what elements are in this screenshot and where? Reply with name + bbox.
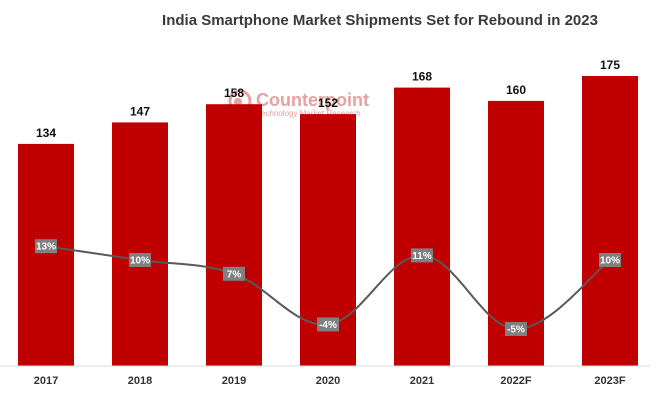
bar-value-labels: 134 147 158 152 168 160 175 [36,58,620,140]
bar-value-label-2021: 168 [412,70,432,84]
watermark-name: Counterpoint [256,90,369,110]
bar-value-label-2018: 147 [130,104,150,118]
watermark-tagline: Technology Market Research [257,109,361,118]
growth-badge-bg [35,239,57,254]
chart-title: India Smartphone Market Shipments Set fo… [162,12,598,29]
bar-2019 [206,104,262,366]
x-tick-2021: 2021 [410,375,434,387]
growth-badge-bg [505,322,527,336]
growth-value: 13% [36,242,56,253]
growth-value: 10% [600,256,620,267]
bar-2017 [18,143,74,366]
growth-label-2019: 7% [223,266,245,281]
x-axis-tick-labels: 2017 2018 2019 2020 2021 2022F 2023F [34,375,626,387]
growth-value: -5% [507,325,525,336]
growth-value: 11% [412,251,432,262]
growth-label-2021: 11% [411,248,433,263]
bar-series [18,76,638,367]
bar-value-label-2017: 134 [36,126,56,140]
growth-label-2020: -4% [317,317,339,332]
x-tick-2019: 2019 [222,375,246,387]
bar-value-label-2019: 158 [224,86,244,100]
growth-badge-bg [317,317,339,332]
growth-badge-bg [411,248,433,263]
growth-label-2018: 10% [129,253,151,267]
growth-badge-bg [129,253,151,267]
x-tick-2022F: 2022F [500,375,531,387]
bar-2023F [582,76,638,366]
growth-label-2022F: -5% [505,322,527,336]
bar-value-label-2023F: 175 [600,58,620,72]
growth-value: -4% [319,320,337,331]
bar-value-label-2022F: 160 [506,83,526,97]
growth-label-2017: 13% [35,239,57,254]
growth-label-2023F: 10% [599,253,621,267]
bar-value-label-2020: 152 [318,96,338,110]
x-tick-2020: 2020 [316,375,340,387]
bar-2021 [394,87,450,366]
growth-value: 7% [227,269,242,280]
growth-value: 10% [130,256,150,267]
growth-badge-bg [223,266,245,281]
bar-2018 [112,122,168,367]
x-tick-2017: 2017 [34,375,58,387]
x-tick-2018: 2018 [128,375,152,387]
x-tick-2023F: 2023F [594,375,625,387]
growth-rate-labels: 13% 10% 7% -4% 11% -5% 10% [35,239,621,336]
growth-badge-bg [599,253,621,267]
